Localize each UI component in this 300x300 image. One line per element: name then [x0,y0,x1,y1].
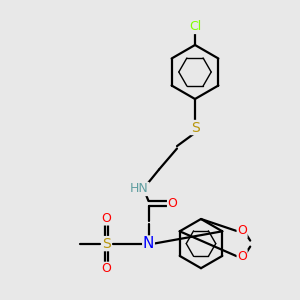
Text: HN: HN [130,182,149,196]
Text: Cl: Cl [189,20,201,34]
Text: S: S [190,121,200,134]
Text: O: O [237,224,247,238]
Text: O: O [237,250,247,263]
Text: S: S [102,237,111,250]
Text: O: O [102,262,111,275]
Text: O: O [102,212,111,225]
Text: N: N [143,236,154,251]
Text: O: O [168,197,177,210]
